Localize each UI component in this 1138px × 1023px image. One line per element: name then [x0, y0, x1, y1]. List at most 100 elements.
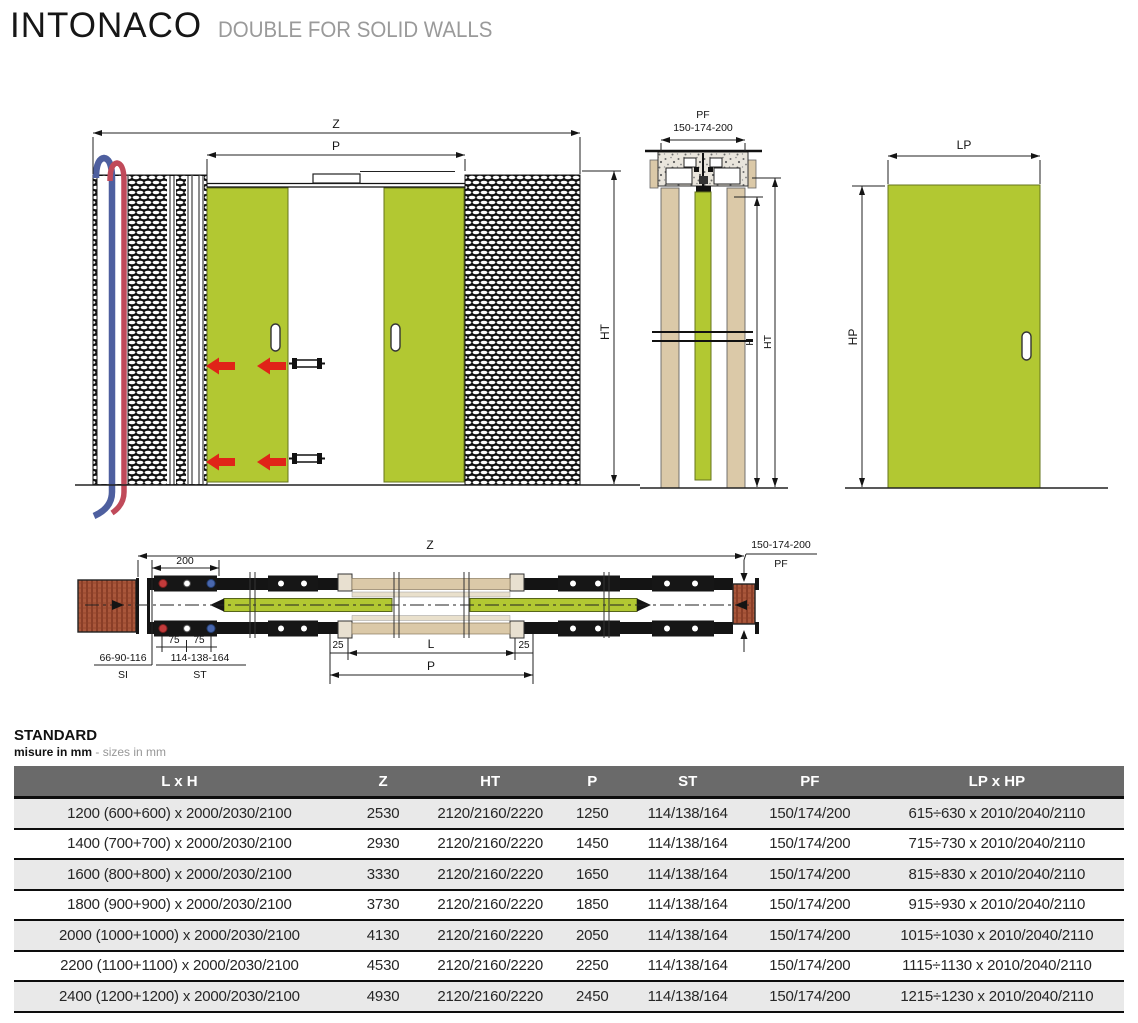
table-cell: 2120/2160/2220: [421, 797, 559, 830]
table-cell: 150/174/200: [749, 889, 870, 921]
table-cell: 114/138/164: [625, 797, 750, 830]
product-title: INTONACO: [10, 6, 203, 45]
table-cell: 114/138/164: [625, 950, 750, 982]
table-cell: 4930: [344, 981, 422, 1013]
dim-label-hp: HP: [846, 329, 860, 346]
table-cell: 2400 (1200+1200) x 2000/2030/2100: [14, 981, 345, 1013]
right-door-handle: [390, 323, 401, 352]
wall-leaf: [726, 187, 746, 489]
table-cell: 2000 (1000+1000) x 2000/2030/2100: [14, 920, 345, 952]
dim-label-75: 75: [168, 635, 180, 646]
st-sizes-label: 114-138-164: [171, 652, 230, 664]
table-cell: 2450: [558, 981, 626, 1013]
table-cell: 1650: [558, 859, 626, 891]
right-wall-mesh: [464, 174, 581, 486]
pf-label: PF: [774, 558, 787, 570]
pf-sizes-label: 150-174-200: [751, 539, 811, 551]
dim-label-75: 75: [193, 635, 205, 646]
door-hanger-carriage: [694, 153, 713, 192]
track-bracket: [312, 173, 361, 184]
table-cell: 1850: [558, 889, 626, 921]
table-cell: 2250: [558, 950, 626, 982]
table-title: STANDARD: [14, 727, 98, 744]
table-cell: 114/138/164: [625, 981, 750, 1013]
table-cell: 1800 (900+900) x 2000/2030/2100: [14, 889, 345, 921]
table-cell: 1200 (600+600) x 2000/2030/2100: [14, 797, 345, 830]
table-cell: 114/138/164: [625, 920, 750, 952]
front-elevation-drawing: Z P HT: [75, 117, 640, 519]
table-cell: 1600 (800+800) x 2000/2030/2100: [14, 859, 345, 891]
jamb-profile: [509, 620, 525, 639]
col-header-ht: HT: [421, 766, 559, 799]
dim-label-z: Z: [332, 117, 339, 131]
table-row: 2400 (1200+1200) x 2000/2030/2100 4930 212…: [14, 981, 1124, 1013]
red-pipe: [107, 160, 127, 516]
table-cell: 2120/2160/2220: [421, 981, 559, 1013]
table-cell: 150/174/200: [749, 797, 870, 830]
col-header-pf: PF: [749, 766, 870, 799]
door-handle: [1021, 331, 1032, 361]
door-in-pocket: [694, 191, 712, 481]
table-header-row: L x H Z HT P ST PF LP x HP: [14, 766, 1124, 799]
jamb-profile: [337, 573, 353, 592]
slide-direction-arrows: [206, 357, 286, 471]
table-cell: 1450: [558, 828, 626, 860]
dim-label-l: L: [428, 637, 435, 651]
table-cell: 1400 (700+700) x 2000/2030/2100: [14, 828, 345, 860]
dim-label-pf: PF: [696, 109, 709, 121]
horizontal-section-drawing: Z 200 75 75 66-90-116 SI 114-138-164 ST …: [77, 538, 817, 684]
table-cell: 2050: [558, 920, 626, 952]
vertical-section-drawing: PF 150-174-200 H HT: [640, 109, 788, 489]
table-cell: 150/174/200: [749, 859, 870, 891]
table-cell: 2120/2160/2220: [421, 950, 559, 982]
alignment-clip-icon: [289, 358, 325, 369]
table-cell: 4130: [344, 920, 422, 952]
table-note-en: - sizes in mm: [92, 745, 167, 759]
table-row: 1600 (800+800) x 2000/2030/2100 3330 2120/…: [14, 859, 1124, 891]
wall-break-lines: [652, 331, 753, 342]
sliding-track: [207, 182, 465, 188]
table-cell: 815÷830 x 2010/2040/2110: [869, 859, 1124, 891]
table-row: 2000 (1000+1000) x 2000/2030/2100 4130 212…: [14, 920, 1124, 952]
door-panel-drawing: LP HP: [845, 138, 1108, 489]
sizes-section: STANDARD misure in mm - sizes in mm L x …: [14, 727, 1124, 1013]
dim-label-25: 25: [518, 640, 530, 651]
table-row: 1800 (900+900) x 2000/2030/2100 3730 2120/…: [14, 889, 1124, 921]
sizes-table: L x H Z HT P ST PF LP x HP 1200 (600+600…: [14, 766, 1124, 1013]
table-cell: 114/138/164: [625, 859, 750, 891]
table-cell: 1115÷1130 x 2010/2040/2110: [869, 950, 1124, 982]
dim-label-ht: HT: [762, 334, 774, 349]
table-cell: 150/174/200: [749, 828, 870, 860]
table-cell: 150/174/200: [749, 920, 870, 952]
door-panel: [887, 184, 1041, 489]
break-marks: [249, 572, 610, 638]
product-subtitle: DOUBLE FOR SOLID WALLS: [218, 17, 493, 42]
table-cell: 2120/2160/2220: [421, 859, 559, 891]
table-cell: 3330: [344, 859, 422, 891]
dim-label-p: P: [427, 659, 435, 673]
si-label: SI: [118, 669, 128, 681]
jamb-profile: [337, 620, 353, 639]
dim-label-h: H: [744, 338, 756, 346]
wall-leaf: [660, 187, 680, 489]
si-sizes-label: 66-90-116: [99, 652, 146, 664]
table-cell: 150/174/200: [749, 981, 870, 1013]
table-cell: 150/174/200: [749, 950, 870, 982]
table-cell: 114/138/164: [625, 828, 750, 860]
table-cell: 2200 (1100+1100) x 2000/2030/2100: [14, 950, 345, 982]
table-row: 2200 (1100+1100) x 2000/2030/2100 4530 212…: [14, 950, 1124, 982]
table-cell: 2530: [344, 797, 422, 830]
table-cell: 3730: [344, 889, 422, 921]
insulation-blocks: [154, 575, 714, 637]
table-cell: 1215÷1230 x 2010/2040/2110: [869, 981, 1124, 1013]
page-header: INTONACO DOUBLE FOR SOLID WALLS: [10, 6, 513, 46]
dim-label-ht: HT: [598, 323, 612, 340]
table-cell: 915÷930 x 2010/2040/2110: [869, 889, 1124, 921]
table-cell: 2930: [344, 828, 422, 860]
dim-label-p: P: [332, 139, 340, 153]
col-header-st: ST: [625, 766, 750, 799]
col-header-p: P: [558, 766, 626, 799]
jamb-profile: [509, 573, 525, 592]
col-header-lpxhp: LP x HP: [869, 766, 1124, 799]
table-cell: 114/138/164: [625, 889, 750, 921]
